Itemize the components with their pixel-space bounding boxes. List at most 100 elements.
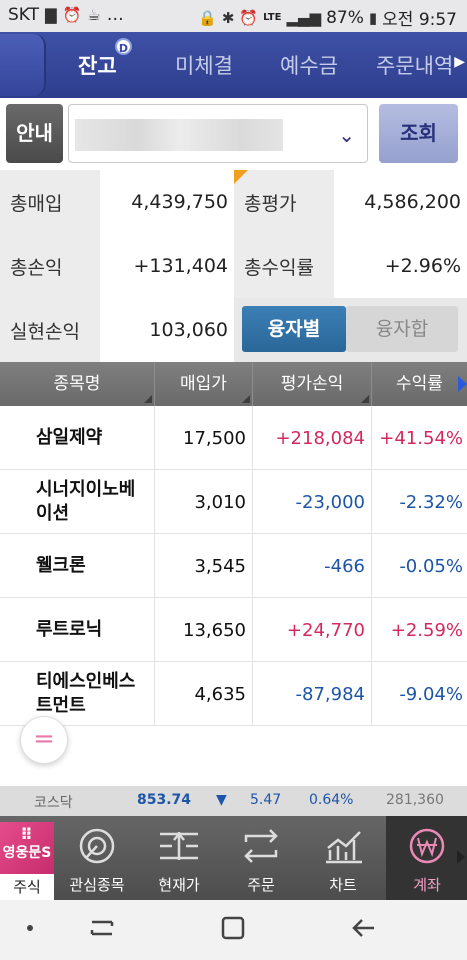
sort-icon: [361, 395, 369, 403]
realized-pl-label: 실현손익: [0, 298, 100, 362]
return-rate: -2.32%: [399, 491, 463, 513]
header-return-rate[interactable]: 수익률: [372, 362, 467, 406]
tab-scroll-right-icon[interactable]: ▶: [454, 54, 465, 70]
menu-current-price[interactable]: 현재가: [138, 816, 220, 900]
table-row[interactable]: 티에스인베스 트먼트 4,635 -87,984 -9.04%: [0, 662, 467, 726]
lock-icon: 🔒: [198, 8, 217, 27]
loan-toggle-group: 융자별 융자합: [234, 298, 467, 362]
table-row[interactable]: 시너지이노베 이션 3,010 -23,000 -2.32%: [0, 470, 467, 534]
ticker-index: 853.74: [137, 792, 192, 808]
tab-order-history[interactable]: 주문내역: [376, 54, 454, 78]
menu-chart-label: 차트: [329, 876, 357, 894]
tab-balance[interactable]: 잔고: [78, 54, 117, 78]
stock-name: 시너지이노베 이션: [0, 470, 155, 534]
cup-icon: ☕: [87, 6, 101, 24]
return-rate: +2.59%: [390, 619, 463, 641]
signal-icon: ▂▄▆: [286, 8, 322, 27]
exchange-arrows-icon: [244, 829, 278, 863]
header-stock-name-label: 종목명: [53, 374, 101, 394]
eval-pl: -23,000: [253, 470, 372, 534]
nav-dot-icon: [27, 925, 33, 931]
app-logo: ⠿ 영웅문S: [0, 822, 54, 874]
bluetooth-icon: ✱: [221, 8, 235, 27]
eval-pl: +24,770: [253, 598, 372, 662]
column-scroll-right-icon[interactable]: [458, 376, 467, 392]
holdings-table-body: 삼일제약 17,500 +218,084 +41.54% 시너지이노베 이션 3,010-…: [0, 406, 467, 726]
menu-current-price-label: 현재가: [158, 876, 200, 894]
header-buy-price[interactable]: 매입가: [155, 362, 253, 406]
header-eval-pl[interactable]: 평가손익: [253, 362, 372, 406]
buy-price: 3,010: [155, 470, 253, 534]
home-icon: [221, 916, 245, 940]
realized-pl-value: 103,060: [100, 298, 234, 362]
home-stock-button[interactable]: ⠿ 영웅문S 주식: [0, 816, 54, 900]
buy-price: 4,635: [155, 662, 253, 726]
top-tab-bar: 잔고 D 미체결 예수금 주문내역 ▶: [0, 32, 467, 98]
toggle-by-loan[interactable]: 융자별: [242, 306, 346, 352]
recents-icon: [90, 920, 114, 936]
ticker-market: 코스닥: [34, 795, 73, 811]
total-eval-label: 총평가: [234, 170, 334, 234]
down-arrow-icon: ▼: [216, 792, 227, 808]
more-notifications-icon: …: [106, 5, 124, 25]
chevron-down-icon: ⌄: [338, 123, 355, 147]
return-rate: +41.54%: [379, 427, 463, 449]
summary-panel: 총매입 4,439,750 총평가 4,586,200 총손익 +131,404…: [0, 170, 467, 362]
total-eval-value: 4,586,200: [334, 170, 467, 234]
stock-name: 웰크론: [0, 534, 155, 598]
battery-icon: ▮: [368, 8, 378, 27]
return-rate: -0.05%: [399, 555, 463, 577]
account-number-masked: [75, 119, 283, 151]
total-buy-value: 4,439,750: [100, 170, 234, 234]
stock-name: 티에스인베스 트먼트: [0, 662, 155, 726]
total-pl-label: 총손익: [0, 234, 100, 298]
won-icon: [409, 828, 445, 864]
header-return-rate-label: 수익률: [396, 374, 443, 394]
menu-scroll-right-icon[interactable]: [457, 850, 465, 864]
menu-account-label: 계좌: [413, 876, 441, 894]
table-row[interactable]: 삼일제약 17,500 +218,084 +41.54%: [0, 406, 467, 470]
return-rate: -9.04%: [399, 683, 463, 705]
back-icon: [352, 919, 374, 937]
network-type: LTE: [263, 12, 282, 23]
total-rate-value: +2.96%: [334, 234, 467, 298]
search-button[interactable]: 조회: [379, 104, 458, 163]
tab-unfilled[interactable]: 미체결: [175, 54, 233, 78]
back-button[interactable]: [0, 34, 46, 96]
ticker-change: 5.47: [250, 792, 282, 808]
table-row[interactable]: 웰크론 3,545 -466 -0.05%: [0, 534, 467, 598]
tab-deposit[interactable]: 예수금: [280, 54, 338, 78]
android-nav-bar: [0, 900, 467, 960]
corner-marker: [234, 170, 248, 184]
header-buy-price-label: 매입가: [180, 374, 227, 394]
holdings-table-header: 종목명 매입가 평가손익 수익률: [0, 362, 467, 406]
header-eval-pl-label: 평가손익: [280, 374, 344, 394]
grid-icon: ⠿: [20, 825, 34, 844]
stock-name: 삼일제약: [0, 406, 155, 470]
total-rate-label: 총수익률: [234, 234, 334, 298]
menu-fab-button[interactable]: =: [20, 716, 68, 764]
ticker-change-pct: 0.64%: [309, 792, 354, 808]
target-icon: [79, 828, 115, 864]
stock-name: 루트로닉: [0, 598, 155, 662]
tab-badge: D: [115, 38, 132, 55]
menu-account[interactable]: 계좌: [386, 816, 467, 900]
menu-order[interactable]: 주문: [220, 816, 302, 900]
home-label: 주식: [0, 874, 54, 900]
alarm-icon: ⏰: [62, 6, 82, 24]
menu-watchlist[interactable]: 관심종목: [56, 816, 138, 900]
app-logo-text: 영웅문S: [2, 845, 52, 861]
table-row[interactable]: 루트로닉 13,650 +24,770 +2.59%: [0, 598, 467, 662]
buy-price: 17,500: [155, 406, 253, 470]
status-bar: SKT ▇ ⏰ ☕ … 🔒 ✱ ⏰ LTE ▂▄▆ 87% ▮ 오전 9:57: [0, 0, 467, 32]
market-ticker[interactable]: 코스닥 853.74 ▼ 5.47 0.64% 281,360: [0, 786, 467, 816]
header-stock-name[interactable]: 종목명: [0, 362, 155, 406]
toggle-loan-total[interactable]: 융자합: [346, 306, 458, 352]
chart-icon: [326, 831, 362, 864]
menu-chart[interactable]: 차트: [302, 816, 384, 900]
clock: 오전 9:57: [382, 10, 457, 30]
sort-icon: [242, 395, 250, 403]
guide-button[interactable]: 안내: [6, 104, 63, 163]
bottom-menu: ⠿ 영웅문S 주식 관심종목 현재가 주문 차트 계좌: [0, 816, 467, 900]
account-select[interactable]: ⌄: [68, 104, 368, 163]
